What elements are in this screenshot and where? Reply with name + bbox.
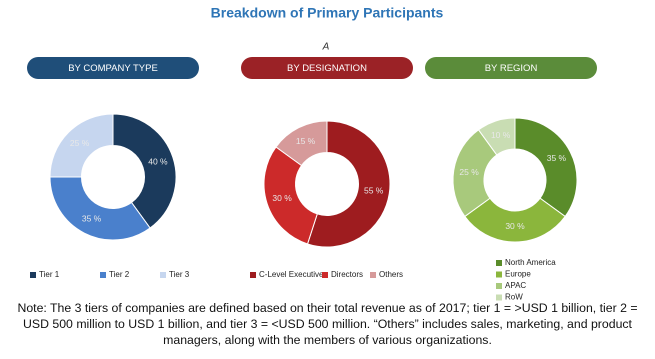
donut-segment	[514, 117, 578, 218]
legend-label: Tier 3	[169, 270, 190, 279]
legend-swatch	[370, 272, 376, 278]
legend-label: Tier 1	[39, 270, 60, 279]
legend-swatch	[496, 294, 502, 301]
donut-segment	[49, 113, 114, 178]
donut-segment	[477, 117, 516, 156]
data-label: 35 %	[547, 153, 567, 163]
data-label: 10 %	[491, 130, 511, 140]
note: Note: The 3 tiers of companies are defin…	[17, 301, 638, 347]
section-title: BY REGION	[485, 63, 538, 74]
section-banner	[27, 57, 199, 79]
donut-segment	[49, 176, 151, 241]
section-title: BY DESIGNATION	[287, 63, 367, 74]
legend-swatch	[30, 272, 36, 278]
donut-segment	[275, 120, 328, 167]
legend-swatch	[496, 283, 502, 289]
donut-segment	[306, 120, 391, 248]
data-label: 55 %	[364, 186, 384, 196]
section-banner	[241, 57, 413, 79]
legend-label: Directors	[331, 270, 363, 279]
data-label: 30 %	[505, 221, 525, 231]
legend-swatch	[322, 272, 328, 278]
legend-label: RoW	[505, 293, 523, 302]
data-label: 30 %	[272, 193, 292, 203]
donut-segment	[464, 197, 566, 243]
legend-swatch	[496, 260, 502, 266]
chart-title: Breakdown of Primary Participants	[211, 5, 444, 21]
legend-label: C-Level Executives	[259, 270, 327, 279]
annotation: A	[322, 42, 330, 53]
legend-label: Europe	[505, 270, 531, 279]
legend-label: APAC	[505, 281, 526, 290]
data-label: 15 %	[296, 136, 316, 146]
data-label: 35 %	[82, 213, 102, 223]
legend-label: Others	[379, 270, 403, 279]
legend-swatch	[100, 272, 106, 278]
donut-segment	[112, 113, 177, 229]
legend-swatch	[250, 272, 256, 278]
data-label: 25 %	[459, 167, 479, 177]
legend-swatch	[160, 272, 166, 278]
donut-segment	[263, 146, 318, 245]
data-label: 40 %	[148, 157, 168, 167]
legend-label: North America	[505, 258, 556, 267]
legend-label: Tier 2	[109, 270, 130, 279]
data-label: 25 %	[70, 138, 90, 148]
legend-swatch	[496, 271, 502, 278]
section-title: BY COMPANY TYPE	[68, 63, 158, 74]
section-banner	[425, 57, 597, 79]
